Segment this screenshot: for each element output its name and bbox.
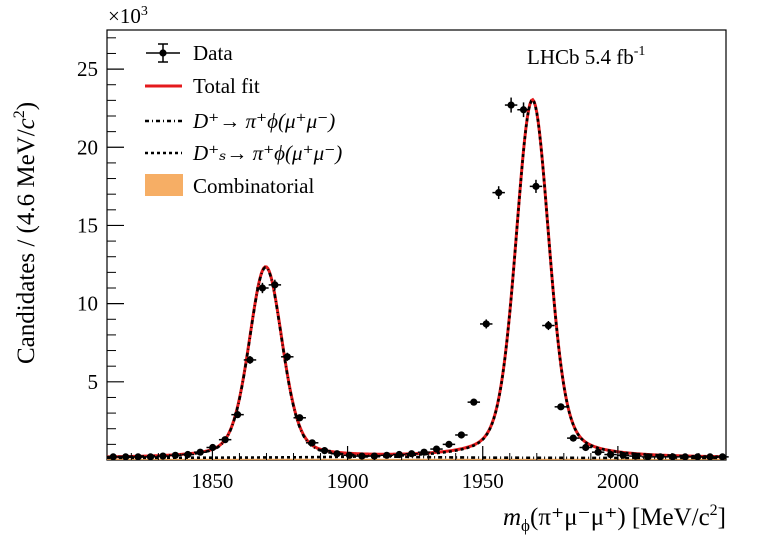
x-tick-label: 1850 bbox=[191, 469, 233, 493]
data-point bbox=[467, 398, 481, 406]
legend-marker-combinatorial bbox=[145, 174, 183, 196]
data-point bbox=[107, 453, 120, 461]
data-point bbox=[405, 450, 418, 458]
y-tick-label: 20 bbox=[77, 135, 98, 159]
data-point bbox=[703, 453, 717, 461]
data-point bbox=[554, 403, 568, 411]
ds-component-curve bbox=[107, 98, 727, 460]
data-point bbox=[305, 439, 319, 447]
data-point bbox=[480, 319, 493, 329]
lhcb-annotation: LHCb 5.4 fb-1 bbox=[527, 44, 645, 69]
x-tick-label: 1900 bbox=[327, 469, 369, 493]
data-point bbox=[616, 451, 630, 459]
data-point bbox=[604, 450, 617, 459]
y-tick-label: 5 bbox=[88, 370, 99, 394]
combinatorial-layer bbox=[107, 458, 726, 460]
data-point bbox=[194, 448, 207, 456]
legend-marker-data bbox=[146, 43, 180, 63]
y-tick-label: 15 bbox=[77, 213, 98, 237]
data-point bbox=[330, 450, 344, 458]
y-axis-title: Candidates / (4.6 MeV/c2) bbox=[11, 102, 40, 364]
data-point bbox=[591, 448, 605, 456]
data-point bbox=[504, 97, 518, 113]
data-point bbox=[119, 453, 132, 461]
legend-label-dplus: D⁺→ π⁺ϕ(μ⁺μ⁻) bbox=[192, 109, 335, 133]
data-point bbox=[144, 453, 157, 461]
data-point bbox=[542, 320, 555, 331]
legend-label-ds: D⁺ₛ→ π⁺ϕ(μ⁺μ⁻) bbox=[192, 141, 342, 165]
y-multiplier-label: ×103 bbox=[108, 4, 148, 28]
data-point bbox=[455, 431, 468, 439]
data-point bbox=[654, 453, 667, 461]
data-point bbox=[318, 447, 331, 455]
data-point bbox=[355, 452, 369, 460]
data-point bbox=[243, 356, 257, 364]
data-point bbox=[678, 453, 692, 461]
data-point bbox=[666, 453, 679, 461]
data-point bbox=[256, 282, 269, 294]
data-point bbox=[529, 179, 543, 193]
data-point bbox=[169, 451, 182, 459]
data-point bbox=[392, 450, 406, 459]
data-point bbox=[492, 186, 505, 200]
legend-label-combinatorial: Combinatorial bbox=[193, 174, 314, 198]
x-tick-label: 2000 bbox=[597, 469, 639, 493]
data-point bbox=[131, 453, 145, 461]
data-point bbox=[293, 414, 306, 422]
legend-label-data: Data bbox=[193, 41, 233, 65]
x-axis-title: mϕ(π⁺μ⁻μ⁺) [MeV/c2] bbox=[503, 502, 726, 535]
data-point bbox=[231, 411, 244, 419]
data-points bbox=[107, 97, 729, 461]
data-point bbox=[579, 443, 592, 452]
data-point bbox=[281, 352, 294, 361]
data-point bbox=[380, 451, 393, 459]
data-point bbox=[268, 279, 282, 291]
axis-ticks: 1850 1900 1950 2000 5 10 15 20 25 bbox=[77, 37, 727, 493]
combinatorial-fill bbox=[107, 458, 726, 460]
y-tick-label: 10 bbox=[77, 292, 98, 316]
y-tick-label: 25 bbox=[77, 57, 98, 81]
x-tick-label: 1950 bbox=[462, 469, 504, 493]
data-point bbox=[641, 453, 655, 461]
data-point bbox=[181, 450, 195, 459]
data-point bbox=[517, 102, 530, 118]
data-point bbox=[442, 440, 456, 448]
dplus-component-curve bbox=[106, 266, 726, 460]
legend: Data Total fit D⁺→ π⁺ϕ(μ⁺μ⁻) D⁺ₛ→ π⁺ϕ(μ⁺… bbox=[145, 41, 342, 198]
data-point bbox=[417, 448, 431, 456]
data-point bbox=[716, 453, 729, 461]
data-point bbox=[567, 434, 580, 442]
data-point bbox=[430, 445, 443, 453]
data-point bbox=[218, 436, 232, 444]
data-point bbox=[629, 452, 642, 460]
legend-label-total-fit: Total fit bbox=[193, 74, 260, 98]
